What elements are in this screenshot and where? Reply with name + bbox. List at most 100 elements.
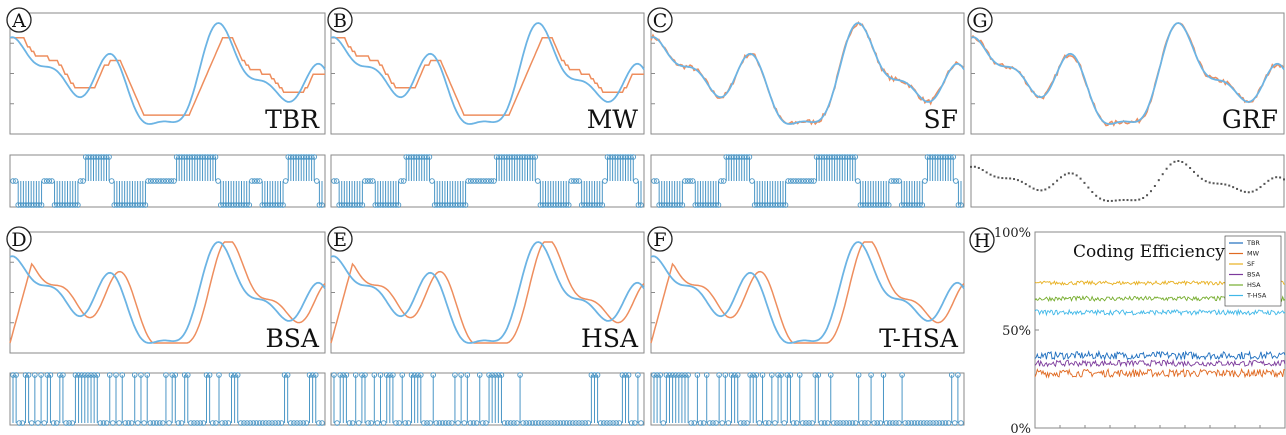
- panel-g: GRF G: [967, 7, 1285, 208]
- spike-marker: [891, 178, 897, 184]
- spike-marker: [110, 420, 116, 426]
- spike-marker: [930, 420, 936, 426]
- spike-marker: [125, 420, 132, 426]
- grf-spike: [1149, 190, 1152, 193]
- grf-spike: [1153, 184, 1156, 187]
- panel-letter: F: [653, 229, 666, 251]
- reconstruction-line: [650, 241, 965, 344]
- spike-marker: [433, 420, 440, 426]
- spike-marker: [85, 372, 91, 378]
- spike-marker: [828, 372, 834, 378]
- spike-marker: [234, 372, 241, 378]
- spike-marker: [896, 420, 902, 426]
- signal-line: [650, 22, 965, 125]
- spike-marker: [919, 202, 926, 208]
- spike-marker: [367, 178, 373, 184]
- spike-marker: [163, 178, 169, 184]
- spike-marker: [25, 372, 32, 378]
- spike-marker: [790, 178, 797, 184]
- spike-marker: [921, 420, 927, 426]
- spike-marker: [100, 420, 107, 426]
- grf-spike: [1075, 174, 1078, 177]
- spike-marker: [449, 420, 455, 426]
- spike-marker: [213, 420, 219, 426]
- panel-letter: C: [653, 10, 668, 32]
- grf-spike: [1146, 194, 1149, 197]
- panel-letter-circle: [647, 7, 673, 33]
- spike-marker: [824, 420, 831, 426]
- spike-marker: [619, 372, 626, 378]
- spike-marker: [253, 420, 260, 426]
- method-label: MW: [587, 105, 639, 134]
- spike-axes: [330, 372, 645, 426]
- spike-marker: [398, 178, 404, 184]
- spike-marker: [785, 178, 791, 184]
- grf-spike: [1169, 163, 1172, 166]
- spike-marker: [716, 372, 722, 378]
- spike-marker: [359, 202, 366, 208]
- method-label: HSA: [581, 324, 639, 353]
- spike-marker: [952, 420, 958, 426]
- grf-spike: [1216, 182, 1219, 185]
- grf-spike: [1259, 186, 1262, 189]
- spike-marker: [374, 420, 381, 426]
- spike-marker: [103, 420, 110, 426]
- spike-marker: [684, 178, 691, 184]
- spike-marker: [599, 202, 606, 208]
- grf-spike: [1044, 188, 1047, 191]
- panel-letter-circle: [6, 226, 32, 252]
- spike-marker: [88, 372, 94, 378]
- spike-marker: [228, 372, 235, 378]
- spike-marker: [452, 372, 458, 378]
- spike-marker: [251, 178, 258, 184]
- spike-marker: [455, 420, 461, 426]
- spike-marker: [630, 154, 637, 160]
- spike-marker: [868, 372, 874, 378]
- spike-marker: [529, 420, 536, 426]
- panel-e: HSA E: [327, 226, 645, 426]
- spike-marker: [566, 202, 572, 208]
- spike-marker: [462, 202, 469, 208]
- spike-marker: [880, 372, 887, 378]
- spike-marker: [803, 178, 809, 184]
- spike-marker: [439, 420, 446, 426]
- spike-marker: [107, 372, 113, 378]
- spike-marker: [458, 372, 464, 378]
- spike-marker: [75, 372, 82, 378]
- spike-marker: [319, 420, 325, 426]
- grf-spike: [1200, 177, 1203, 180]
- spike-marker: [47, 372, 54, 378]
- spike-marker: [511, 420, 517, 426]
- spike-marker: [591, 372, 598, 378]
- spike-marker: [155, 178, 162, 184]
- spike-marker: [280, 202, 286, 208]
- spike-marker: [38, 202, 45, 208]
- spike-marker: [144, 372, 150, 378]
- grf-spike: [1103, 199, 1106, 202]
- grf-spike: [993, 175, 996, 178]
- spike-marker: [160, 178, 167, 184]
- spike-marker: [259, 420, 266, 426]
- spike-marker: [78, 372, 85, 378]
- spike-marker: [461, 420, 467, 426]
- spike-marker: [840, 420, 846, 426]
- legend-label: BSA: [1247, 271, 1261, 279]
- spike-marker: [473, 178, 479, 184]
- spike-marker: [532, 420, 539, 426]
- spike-marker: [886, 420, 893, 426]
- panel-letter: E: [333, 229, 347, 251]
- spike-marker: [571, 178, 577, 184]
- spike-marker: [44, 178, 50, 184]
- spike-marker: [206, 372, 213, 378]
- spike-marker: [247, 420, 253, 426]
- spike-marker: [927, 420, 933, 426]
- grf-spike: [1114, 199, 1117, 202]
- legend-label: TBR: [1246, 239, 1260, 247]
- signal-axes: [9, 231, 326, 354]
- spike-marker: [728, 372, 735, 378]
- panel-letter: D: [11, 229, 26, 251]
- signal-line: [970, 22, 1285, 125]
- panel-d: BSA D: [6, 226, 326, 426]
- spike-marker: [604, 420, 610, 426]
- spike-marker: [168, 178, 175, 184]
